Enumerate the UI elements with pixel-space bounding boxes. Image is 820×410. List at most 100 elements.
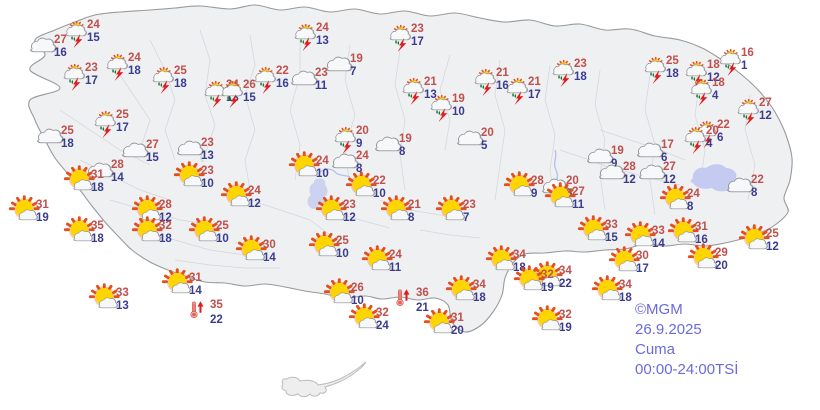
svg-text:4: 4 — [706, 138, 713, 150]
svg-text:25: 25 — [61, 125, 74, 137]
svg-text:21: 21 — [408, 199, 421, 211]
svg-text:17: 17 — [661, 139, 674, 151]
svg-text:10: 10 — [336, 248, 349, 260]
svg-text:33: 33 — [116, 287, 129, 299]
svg-text:28: 28 — [159, 199, 172, 211]
svg-text:18: 18 — [619, 292, 632, 304]
svg-text:24: 24 — [376, 320, 389, 332]
svg-text:19: 19 — [452, 93, 465, 105]
svg-text:33: 33 — [605, 219, 618, 231]
svg-text:12: 12 — [623, 174, 636, 186]
svg-text:12: 12 — [663, 174, 676, 186]
svg-text:23: 23 — [463, 199, 476, 211]
svg-text:28: 28 — [111, 159, 124, 171]
svg-text:24: 24 — [316, 155, 329, 167]
svg-text:26: 26 — [243, 79, 256, 91]
svg-text:12: 12 — [343, 212, 356, 224]
svg-text:1: 1 — [741, 60, 748, 72]
svg-text:12: 12 — [248, 198, 261, 210]
svg-text:24: 24 — [316, 22, 329, 34]
svg-text:31: 31 — [451, 312, 464, 324]
svg-text:14: 14 — [111, 172, 124, 184]
svg-text:32: 32 — [376, 307, 389, 319]
svg-text:27: 27 — [663, 161, 676, 173]
svg-text:23: 23 — [201, 165, 214, 177]
svg-text:14: 14 — [189, 285, 202, 297]
svg-text:21: 21 — [424, 76, 437, 88]
svg-text:8: 8 — [687, 201, 694, 213]
svg-text:18: 18 — [61, 138, 74, 150]
svg-text:35: 35 — [210, 299, 223, 311]
svg-text:4: 4 — [712, 90, 719, 102]
svg-text:18: 18 — [128, 65, 141, 77]
svg-text:19: 19 — [399, 133, 412, 145]
svg-text:33: 33 — [652, 225, 665, 237]
svg-text:21: 21 — [416, 302, 429, 314]
svg-text:20: 20 — [356, 125, 369, 137]
svg-text:24: 24 — [687, 188, 700, 200]
svg-text:13: 13 — [116, 300, 129, 312]
svg-text:22: 22 — [210, 314, 223, 326]
svg-text:9: 9 — [531, 188, 537, 200]
svg-text:16: 16 — [276, 78, 289, 90]
svg-text:17: 17 — [636, 263, 649, 275]
svg-text:16: 16 — [741, 47, 754, 59]
svg-text:19: 19 — [36, 212, 49, 224]
svg-text:21: 21 — [496, 67, 509, 79]
svg-text:21: 21 — [528, 76, 541, 88]
svg-text:18: 18 — [707, 59, 720, 71]
svg-text:18: 18 — [174, 78, 187, 90]
svg-text:32: 32 — [159, 220, 172, 232]
svg-text:11: 11 — [572, 199, 585, 211]
svg-text:8: 8 — [399, 146, 406, 158]
svg-text:15: 15 — [146, 152, 159, 164]
svg-text:28: 28 — [531, 175, 544, 187]
svg-text:8: 8 — [408, 212, 415, 224]
svg-text:8: 8 — [751, 187, 758, 199]
svg-text:36: 36 — [416, 287, 429, 299]
svg-text:23: 23 — [315, 67, 328, 79]
svg-text:20: 20 — [715, 260, 728, 272]
svg-text:25: 25 — [174, 65, 187, 77]
svg-text:10: 10 — [216, 233, 229, 245]
svg-text:27: 27 — [54, 34, 67, 46]
svg-text:22: 22 — [751, 174, 764, 186]
svg-text:12: 12 — [759, 110, 772, 122]
svg-text:27: 27 — [572, 186, 585, 198]
svg-text:25: 25 — [116, 109, 129, 121]
svg-text:34: 34 — [513, 249, 526, 261]
svg-text:30: 30 — [636, 250, 649, 262]
svg-text:31: 31 — [91, 169, 104, 181]
svg-text:15: 15 — [87, 32, 100, 44]
svg-text:34: 34 — [619, 279, 632, 291]
svg-text:11: 11 — [389, 262, 402, 274]
svg-text:23: 23 — [574, 58, 587, 70]
svg-text:23: 23 — [411, 23, 424, 35]
svg-text:24: 24 — [248, 185, 261, 197]
svg-text:19: 19 — [541, 282, 554, 294]
svg-text:10: 10 — [373, 188, 386, 200]
svg-text:25: 25 — [336, 235, 349, 247]
svg-text:34: 34 — [559, 265, 572, 277]
svg-text:7: 7 — [350, 66, 356, 78]
svg-text:9: 9 — [356, 138, 362, 150]
svg-text:23: 23 — [343, 199, 356, 211]
svg-text:25: 25 — [766, 228, 779, 240]
svg-text:24: 24 — [87, 19, 100, 31]
svg-text:17: 17 — [528, 89, 541, 101]
svg-text:20: 20 — [481, 127, 494, 139]
svg-text:22: 22 — [276, 65, 289, 77]
svg-text:13: 13 — [201, 150, 214, 162]
svg-text:14: 14 — [652, 238, 665, 250]
svg-text:31: 31 — [695, 221, 708, 233]
svg-text:13: 13 — [316, 35, 329, 47]
svg-text:20: 20 — [451, 325, 464, 337]
svg-text:18: 18 — [91, 182, 104, 194]
svg-text:11: 11 — [315, 80, 328, 92]
svg-text:16: 16 — [54, 47, 67, 59]
svg-text:27: 27 — [759, 97, 772, 109]
svg-text:25: 25 — [666, 55, 679, 67]
svg-text:10: 10 — [316, 168, 329, 180]
svg-text:24: 24 — [389, 249, 402, 261]
svg-text:32: 32 — [541, 269, 554, 281]
